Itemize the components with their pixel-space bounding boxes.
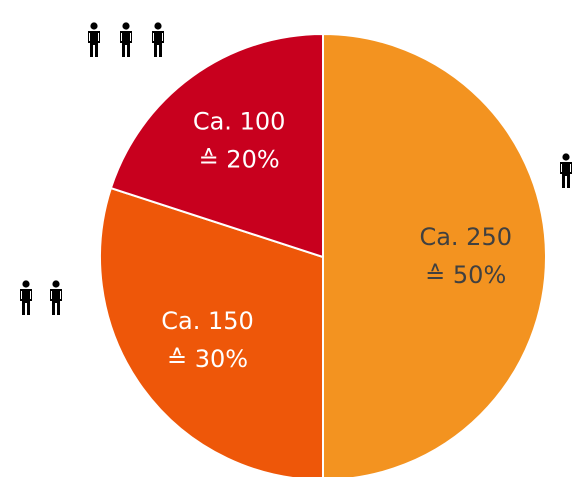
slice-value-label: ≙ 50% (425, 261, 506, 289)
slice-label: Ca. 100 (193, 108, 286, 136)
person-icon (49, 279, 63, 316)
slice-value-label: ≙ 30% (167, 345, 248, 373)
person-icon (87, 21, 101, 58)
slice-label: Ca. 150 (161, 307, 254, 335)
pie: Ca. 250 ≙ 50% Ca. 150 ≙ 30% Ca. 100 ≙ 20% (99, 32, 547, 477)
person-icon (119, 21, 133, 58)
icon-group-one (559, 152, 573, 189)
pie-slice (109, 32, 324, 259)
slice-value-label: ≙ 20% (199, 146, 280, 174)
slice-label: Ca. 250 (419, 223, 512, 251)
pie-slice (322, 32, 547, 477)
person-icon (559, 152, 573, 189)
pie-slice (99, 186, 324, 477)
person-icon (151, 21, 165, 58)
icon-group-three (87, 21, 165, 58)
icon-group-two (19, 279, 63, 316)
person-icon (19, 279, 33, 316)
